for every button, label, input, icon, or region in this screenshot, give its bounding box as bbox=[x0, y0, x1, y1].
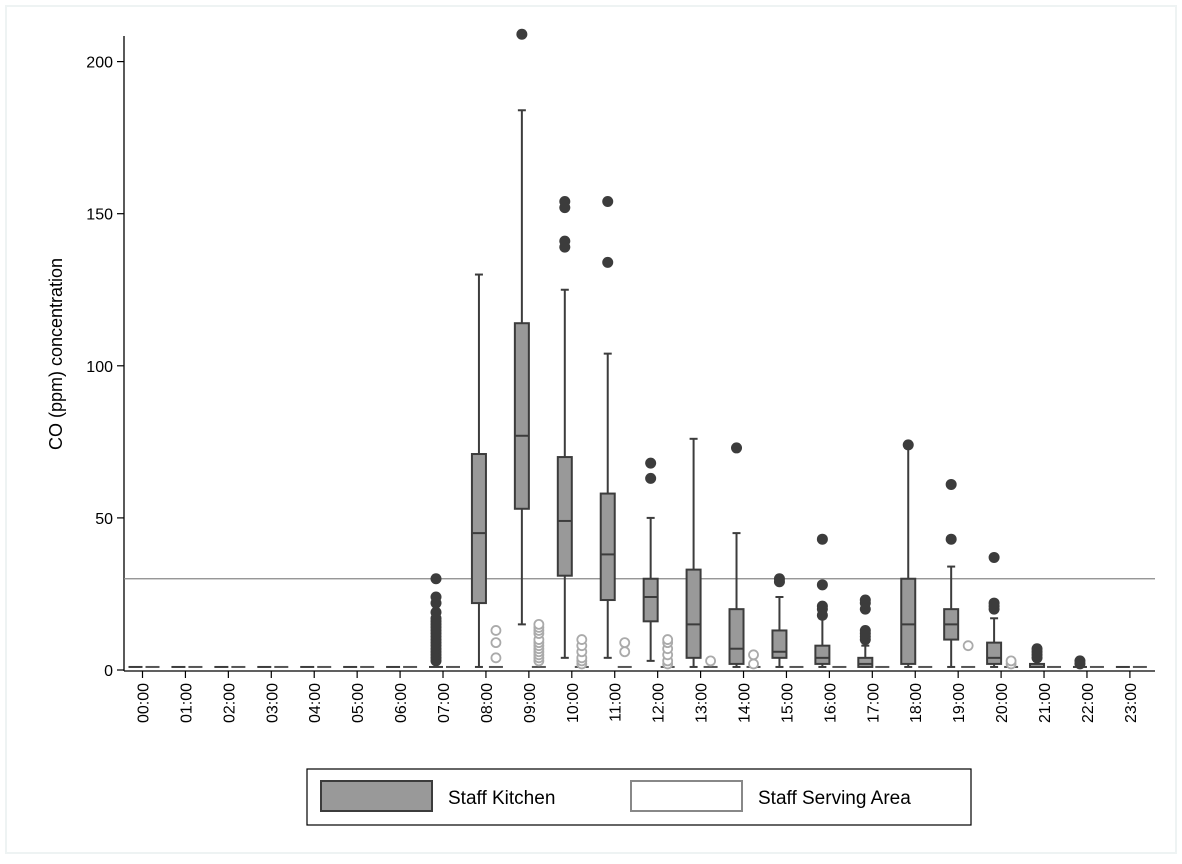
outlier-kitchen-1600-2 bbox=[816, 600, 828, 612]
x-tick-label-02:00: 02:00 bbox=[221, 683, 238, 723]
plot-area: 0 50 100 150 200 00:00 01:00 02:00 03:00 04:00 05:… bbox=[86, 28, 1155, 723]
outlier-kitchen-1600-3 bbox=[816, 579, 828, 591]
x-tick-label-12:00: 12:00 bbox=[651, 683, 668, 723]
box-kitchen-1300 bbox=[685, 568, 702, 659]
box-kitchen-1200 bbox=[642, 577, 659, 623]
y-tick-label-0: 0 bbox=[104, 663, 113, 680]
x-tick-label-01:00: 01:00 bbox=[178, 683, 195, 723]
legend-label-staff-serving-area: Staff Serving Area bbox=[758, 788, 911, 809]
x-tick-label-19:00: 19:00 bbox=[951, 683, 968, 723]
x-tick-label-04:00: 04:00 bbox=[307, 683, 324, 723]
outlier-kitchen-2100-3 bbox=[1031, 643, 1043, 655]
box-kitchen-1100 bbox=[599, 492, 616, 602]
outlier-kitchen-1900-1 bbox=[945, 478, 957, 490]
outlier-kitchen-1400-0 bbox=[731, 442, 743, 454]
legend-swatch-staff-serving-area bbox=[630, 780, 743, 812]
outlier-kitchen-1500-1 bbox=[773, 573, 785, 585]
box-kitchen-1500 bbox=[771, 629, 788, 659]
outlier-kitchen-0700-18 bbox=[430, 573, 442, 585]
x-tick-label-13:00: 13:00 bbox=[694, 683, 711, 723]
x-tick-label-09:00: 09:00 bbox=[522, 683, 539, 723]
y-tick-label-150: 150 bbox=[86, 207, 113, 224]
outlier-kitchen-2000-2 bbox=[988, 597, 1000, 609]
box-kitchen-0900 bbox=[513, 322, 530, 510]
x-tick-label-08:00: 08:00 bbox=[479, 683, 496, 723]
x-tick-label-03:00: 03:00 bbox=[264, 683, 281, 723]
outlier-serving-0900-11 bbox=[533, 618, 545, 630]
outlier-serving-1300-0 bbox=[705, 655, 716, 667]
outlier-serving-0800-0 bbox=[490, 652, 502, 664]
outlier-kitchen-1800-0 bbox=[902, 439, 914, 451]
outlier-kitchen-2200-1 bbox=[1074, 655, 1086, 667]
outlier-serving-1100-1 bbox=[619, 637, 631, 649]
y-tick-label-200: 200 bbox=[86, 55, 113, 72]
outlier-kitchen-0900-0 bbox=[516, 28, 528, 40]
y-tick-label-50: 50 bbox=[95, 511, 113, 528]
x-tick-label-05:00: 05:00 bbox=[350, 683, 367, 723]
outlier-serving-0800-2 bbox=[490, 625, 502, 636]
outlier-kitchen-0700-15 bbox=[430, 606, 442, 618]
outlier-kitchen-1100-0 bbox=[602, 256, 614, 268]
x-tick-label-11:00: 11:00 bbox=[608, 683, 625, 722]
outlier-serving-0800-1 bbox=[490, 637, 502, 649]
y-axis-label: CO (ppm) concentration bbox=[46, 258, 66, 450]
outlier-serving-1900-0 bbox=[962, 640, 974, 652]
y-tick-label-100: 100 bbox=[86, 359, 113, 376]
x-tick-label-17:00: 17:00 bbox=[865, 683, 882, 723]
x-tick-label-18:00: 18:00 bbox=[908, 683, 925, 723]
outlier-kitchen-1100-1 bbox=[602, 196, 614, 208]
outlier-kitchen-2000-3 bbox=[988, 551, 1000, 563]
box-kitchen-1700 bbox=[857, 656, 874, 668]
outlier-kitchen-1000-1 bbox=[559, 235, 571, 247]
x-tick-label-07:00: 07:00 bbox=[436, 683, 453, 723]
legend-swatch-staff-kitchen bbox=[320, 780, 433, 812]
outlier-kitchen-1700-3 bbox=[859, 624, 871, 636]
x-tick-label-06:00: 06:00 bbox=[393, 683, 410, 723]
outlier-serving-2000-1 bbox=[1005, 655, 1017, 667]
box-kitchen-1400 bbox=[728, 608, 745, 665]
outlier-kitchen-1900-0 bbox=[945, 533, 957, 545]
outer-frame bbox=[5, 5, 1177, 854]
x-tick-label-14:00: 14:00 bbox=[737, 683, 754, 723]
box-kitchen-1600 bbox=[814, 644, 831, 665]
box-kitchen-2000 bbox=[986, 641, 1003, 665]
outlier-kitchen-0700-17 bbox=[430, 591, 442, 603]
outlier-serving-1400-1 bbox=[748, 649, 759, 661]
x-tick-label-16:00: 16:00 bbox=[822, 683, 839, 723]
outlier-serving-1100-0 bbox=[619, 646, 631, 658]
outlier-serving-1400-0 bbox=[748, 658, 759, 670]
outlier-kitchen-1200-1 bbox=[645, 457, 657, 469]
legend-label-staff-kitchen: Staff Kitchen bbox=[448, 788, 555, 809]
x-tick-label-15:00: 15:00 bbox=[779, 683, 796, 723]
x-tick-label-21:00: 21:00 bbox=[1037, 683, 1054, 723]
x-tick-label-23:00: 23:00 bbox=[1123, 683, 1140, 723]
box-kitchen-1000 bbox=[556, 456, 573, 577]
outlier-kitchen-1600-4 bbox=[816, 533, 828, 545]
legend: Staff Kitchen Staff Serving Area bbox=[306, 768, 972, 826]
x-tick-label-20:00: 20:00 bbox=[994, 683, 1011, 723]
outlier-kitchen-1700-6 bbox=[859, 594, 871, 606]
outlier-serving-1000-5 bbox=[576, 634, 588, 645]
outlier-kitchen-1000-3 bbox=[559, 196, 571, 208]
box-kitchen-1800 bbox=[900, 577, 917, 665]
x-tick-label-22:00: 22:00 bbox=[1080, 683, 1097, 723]
x-tick-label-10:00: 10:00 bbox=[565, 683, 582, 723]
box-kitchen-0800 bbox=[470, 453, 487, 605]
outlier-serving-1200-5 bbox=[662, 634, 674, 645]
outlier-kitchen-1200-0 bbox=[645, 472, 657, 484]
x-tick-label-00:00: 00:00 bbox=[136, 683, 153, 723]
